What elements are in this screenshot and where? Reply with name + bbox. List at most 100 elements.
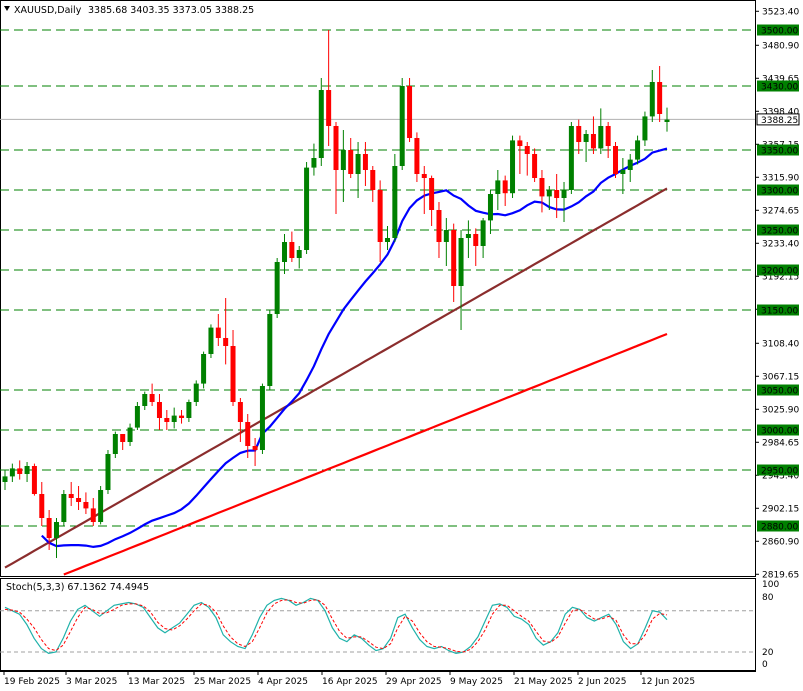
candle — [76, 486, 82, 510]
candle-body — [2, 476, 8, 482]
candle-body — [83, 502, 89, 509]
collapse-arrow-icon[interactable] — [4, 6, 10, 11]
ma-long-line — [63, 332, 668, 576]
candle-body — [664, 119, 670, 122]
candle — [524, 142, 530, 176]
candle — [215, 314, 221, 346]
stoch-level-label: 0 — [762, 660, 768, 670]
candle — [105, 450, 111, 494]
candle-body — [421, 174, 427, 178]
price-tick-label: 2819.65 — [762, 570, 799, 580]
candle — [370, 166, 376, 202]
candle-body — [149, 394, 155, 402]
level-label: 3000.00 — [757, 424, 799, 437]
main-panel-frame — [0, 0, 756, 577]
candle — [348, 138, 354, 178]
candle-body — [252, 446, 258, 450]
candle — [259, 383, 265, 454]
candle-body — [318, 90, 324, 158]
time-tick-label: 25 Mar 2025 — [194, 677, 251, 687]
time-tick-label: 21 May 2025 — [514, 677, 573, 687]
candle-body — [53, 522, 59, 538]
level-label-text: 3300.00 — [761, 187, 798, 197]
time-tick-label: 13 Mar 2025 — [128, 677, 185, 687]
candle-body — [532, 154, 538, 178]
candle-body — [31, 466, 37, 494]
price-tick-label: 3233.40 — [762, 239, 799, 249]
level-label-box — [757, 424, 799, 436]
candle-body — [362, 154, 368, 170]
candle — [296, 246, 302, 269]
candle-body — [487, 194, 493, 221]
candle — [311, 143, 317, 176]
level-label-text: 3250.00 — [761, 227, 798, 237]
level-label-box — [757, 464, 799, 476]
candle-body — [215, 327, 221, 338]
level-label-text: 3150.00 — [761, 307, 798, 317]
current-price-label: 3388.25 — [756, 113, 800, 126]
level-label-box — [757, 144, 799, 156]
candle-body — [657, 82, 663, 114]
candle — [245, 414, 251, 458]
candle-body — [377, 190, 383, 242]
price-tick-label: 3108.40 — [762, 339, 799, 349]
candle — [546, 186, 552, 210]
candle-body — [289, 242, 295, 258]
candle-body — [267, 314, 273, 386]
level-label-box — [757, 304, 799, 316]
candle-body — [370, 170, 376, 190]
candle-body — [451, 230, 457, 286]
candle-body — [627, 159, 633, 170]
level-label-text: 3000.00 — [761, 427, 798, 437]
candle — [664, 107, 670, 132]
candle — [590, 116, 596, 154]
candle-body — [24, 466, 30, 474]
candle — [642, 111, 648, 146]
candle-body — [649, 82, 655, 117]
candle-body — [237, 402, 243, 422]
ohlc-values: 3385.68 3403.35 3373.05 3388.25 — [88, 5, 254, 16]
candle — [289, 231, 295, 262]
candle-body — [245, 422, 251, 446]
candle — [598, 108, 604, 154]
candle — [326, 30, 332, 146]
candle-body — [164, 418, 170, 422]
level-label-box — [757, 184, 799, 196]
candle-body — [443, 230, 449, 242]
candle-body — [554, 190, 560, 198]
candle-body — [282, 242, 288, 262]
candle — [39, 482, 45, 526]
candle — [561, 182, 567, 222]
candle-body — [510, 140, 516, 194]
candle-body — [142, 394, 148, 406]
candle — [149, 383, 155, 406]
candle-body — [399, 86, 405, 166]
candle-body — [546, 190, 552, 197]
candle — [414, 132, 420, 182]
candle-body — [68, 494, 74, 498]
candle-body — [208, 327, 214, 354]
candle — [421, 166, 427, 214]
current-price-box — [756, 113, 800, 126]
level-label: 3300.00 — [757, 184, 799, 197]
candle-body — [179, 415, 185, 418]
level-label: 3250.00 — [757, 224, 799, 237]
level-label-box — [757, 24, 799, 36]
candle — [620, 158, 626, 194]
stoch-panel-frame — [0, 578, 756, 671]
candle — [340, 130, 346, 202]
time-axis: 19 Feb 2025 3 Mar 2025 13 Mar 2025 25 Mar 2… — [3, 671, 695, 687]
level-label-box — [757, 80, 799, 92]
candle — [127, 423, 133, 446]
candle — [142, 391, 148, 410]
candle — [407, 78, 413, 142]
level-label-text: 3050.00 — [761, 387, 798, 397]
candle-body — [326, 90, 332, 126]
candle — [451, 223, 457, 302]
level-label: 3350.00 — [757, 144, 799, 157]
price-tick-label: 3480.90 — [762, 41, 799, 51]
price-tick-label: 3315.90 — [762, 173, 799, 183]
candle-body — [568, 126, 574, 190]
candle — [480, 218, 486, 258]
